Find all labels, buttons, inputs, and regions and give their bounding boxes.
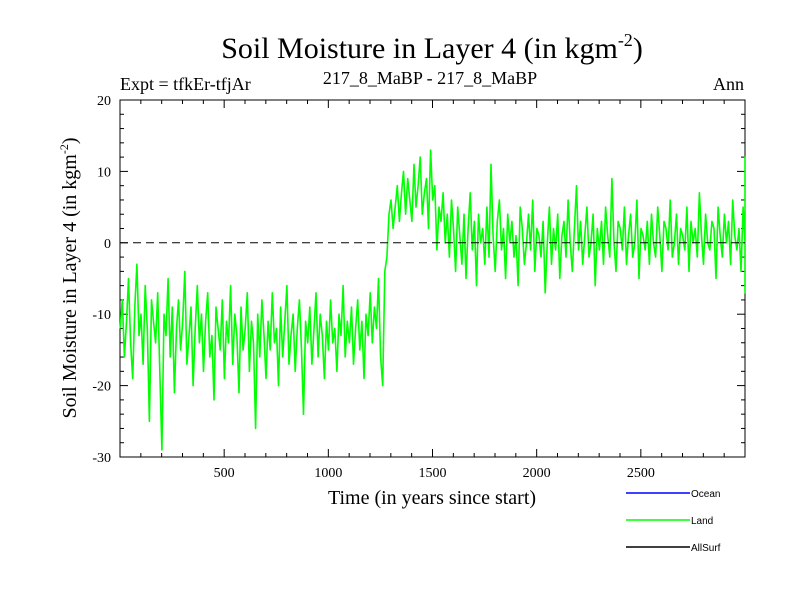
y-tick-label: 20: [97, 94, 111, 109]
x-tick-label: 2000: [523, 466, 551, 481]
series-line-land: [119, 149, 746, 451]
experiment-label: Expt = tfkEr-tfjAr: [120, 74, 251, 94]
x-tick-label: 1500: [419, 466, 447, 481]
x-tick-label: 2500: [627, 466, 655, 481]
plot-frame: [119, 99, 746, 458]
y-tick-label: -20: [92, 380, 111, 395]
chart-title-superscript: -2: [618, 30, 633, 50]
x-axis-label: Time (in years since start): [328, 487, 536, 509]
x-tick-label: 500: [214, 466, 235, 481]
legend-label-ocean: Ocean: [691, 489, 720, 500]
chart-title: Soil Moisture in Layer 4 (in kgm-2): [221, 30, 643, 65]
y-tick-label: 0: [104, 237, 111, 252]
legend: Ocean Land AllSurf: [626, 489, 721, 554]
y-tick-label: 10: [97, 165, 111, 180]
y-axis-label-superscript: -2: [57, 144, 71, 154]
legend-label-land: Land: [691, 516, 713, 527]
plot-area: -30 -20 -10 0 10 20 500 1000 1500 2000 2500: [92, 94, 746, 481]
y-tick-label: -10: [92, 308, 111, 323]
season-label: Ann: [713, 74, 744, 94]
y-axis-label: Soil Moisture in Layer 4 (in kgm-2): [57, 137, 81, 418]
legend-label-allsurf: AllSurf: [691, 543, 721, 554]
period-label: 217_8_MaBP - 217_8_MaBP: [323, 68, 537, 88]
x-tick-label: 1000: [314, 466, 342, 481]
y-tick-label: -30: [92, 451, 111, 466]
